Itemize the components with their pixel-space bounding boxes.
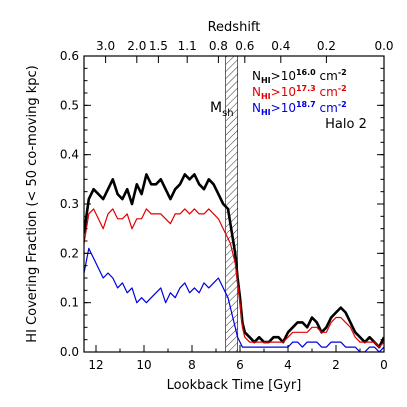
x-tick-label: 6: [236, 358, 244, 372]
top-tick-label: 1.5: [149, 39, 168, 53]
x-axis-label: Lookback Time [Gyr]: [167, 378, 302, 393]
legend-entry-2: NHI>1017.3 cm-2: [252, 84, 347, 101]
top-tick-label: 0.6: [235, 39, 254, 53]
x-tick-label: 12: [88, 358, 103, 372]
band-label: Msh: [210, 100, 234, 119]
band-label-sub: sh: [222, 108, 234, 119]
series-line-3: [84, 247, 384, 352]
x-tick-label: 8: [188, 358, 196, 372]
y-tick-label: 0.0: [60, 345, 79, 359]
y-tick-label: 0.3: [60, 197, 79, 211]
top-tick-label: 0.2: [317, 39, 336, 53]
top-tick-label: 1.1: [178, 39, 197, 53]
series-lines: [84, 173, 384, 352]
top-tick-label: 3.0: [96, 39, 115, 53]
band-hatch: [225, 55, 238, 353]
series-line-1: [84, 173, 384, 349]
y-tick-label: 0.1: [60, 296, 79, 310]
series-line-2: [84, 208, 384, 348]
y-tick-label: 0.5: [60, 98, 79, 112]
x-tick-label: 4: [284, 358, 292, 372]
top-tick-label: 2.0: [127, 39, 146, 53]
y-tick-label: 0.6: [60, 49, 79, 63]
axis-ticks: 12 10 8 6 4 2 0 0.0 0.1 0.2 0.3 0.4 0.5 0.6 3.0 2.0 1.5 1…: [60, 39, 394, 372]
svg-text:Msh: Msh: [210, 100, 234, 119]
y-tick-label: 0.4: [60, 148, 79, 162]
y-axis-label: HI Covering Fraction (< 50 co-moving kpc…: [25, 65, 40, 342]
band-label-main: M: [210, 100, 222, 116]
annotation-halo: Halo 2: [325, 117, 367, 132]
top-tick-label: 0.0: [374, 39, 393, 53]
x-tick-label: 0: [380, 358, 388, 372]
x-tick-label: 10: [136, 358, 151, 372]
y-tick-label: 0.2: [60, 246, 79, 260]
top-tick-label: 0.4: [271, 39, 290, 53]
top-axis-label: Redshift: [208, 20, 261, 35]
x-tick-label: 2: [332, 358, 340, 372]
top-tick-label: 0.8: [209, 39, 228, 53]
shaded-band: [225, 55, 238, 353]
legend-entry-3: NHI>1018.7 cm-2: [252, 100, 347, 117]
legend-entry-1: NHI>1016.0 cm-2: [252, 68, 347, 85]
